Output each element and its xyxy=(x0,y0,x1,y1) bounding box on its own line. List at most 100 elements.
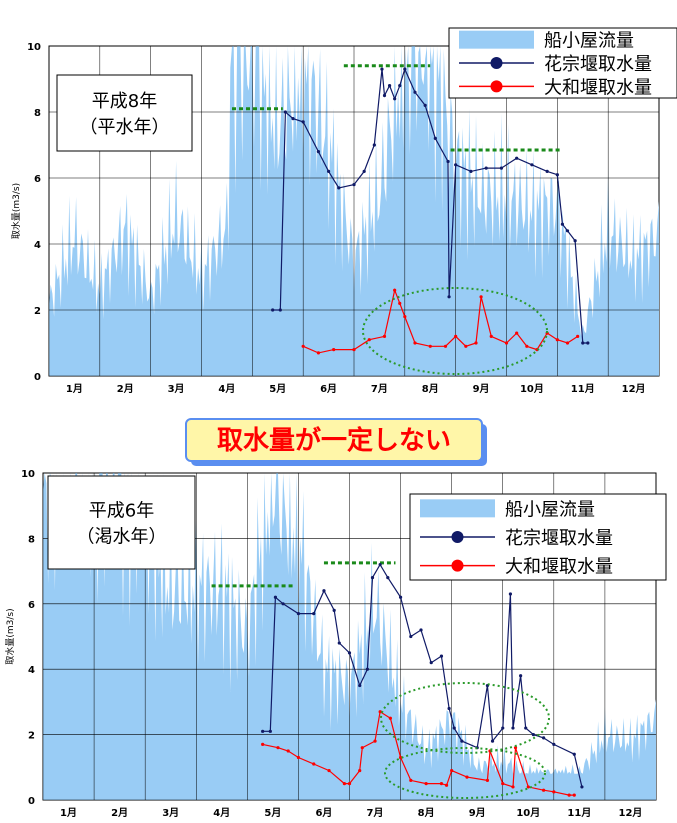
y-tick-label: 2 xyxy=(34,306,41,317)
series-hanamune-point xyxy=(433,136,437,140)
series-hanamune-point xyxy=(291,117,295,121)
series-yamato-point xyxy=(367,338,371,342)
series-hanamune-point xyxy=(372,143,376,147)
series-hanamune-point xyxy=(337,186,341,190)
chart-title-line: 平成6年 xyxy=(89,501,154,522)
series-yamato-point xyxy=(347,782,352,786)
legend-swatch-marker xyxy=(490,57,503,69)
series-yamato-point xyxy=(403,315,407,319)
chart-title-line: （平水年） xyxy=(80,117,170,138)
series-yamato-point xyxy=(479,295,483,299)
series-hanamune-point xyxy=(378,562,382,567)
x-tick-label: 12月 xyxy=(622,383,646,395)
series-hanamune-point xyxy=(347,651,352,655)
series-yamato-point xyxy=(552,790,556,794)
x-tick-label: 5月 xyxy=(264,807,281,819)
highlight-ellipse xyxy=(362,287,548,375)
series-hanamune-point xyxy=(447,295,451,299)
series-hanamune-point xyxy=(524,726,528,730)
series-yamato-point xyxy=(382,334,387,338)
series-hanamune-point xyxy=(398,84,402,88)
legend-swatch-flow xyxy=(420,499,495,518)
series-hanamune-point xyxy=(296,612,301,616)
series-hanamune-point xyxy=(365,667,369,671)
series-yamato-point xyxy=(296,755,301,760)
x-tick-label: 9月 xyxy=(473,383,490,395)
series-yamato-point xyxy=(413,341,417,345)
chart-1: 0 2 4 6 8 10 1月 2月 3月 4月 5月 6月 7月 8月 9月 10月 11月 12月 取水量(m3… xyxy=(10,27,677,395)
series-yamato-point xyxy=(464,344,468,348)
series-yamato-point xyxy=(565,341,570,345)
legend-entry: 大和堰取水量 xyxy=(505,557,613,578)
y-tick-label: 10 xyxy=(27,42,41,53)
x-tick-label: 6月 xyxy=(315,807,332,819)
x-tick-label: 1月 xyxy=(60,807,77,819)
series-yamato-point xyxy=(286,749,290,753)
series-yamato-point xyxy=(332,348,336,352)
legend-entry: 船小屋流量 xyxy=(505,499,595,520)
series-hanamune-point xyxy=(439,654,444,658)
y-tick-label: 6 xyxy=(34,174,41,185)
series-hanamune-point xyxy=(530,163,534,167)
series-yamato-point xyxy=(525,344,529,348)
x-tick-label: 11月 xyxy=(571,383,595,395)
series-hanamune-point xyxy=(278,308,282,312)
series-yamato-point xyxy=(360,746,364,750)
series-hanamune-point xyxy=(393,97,397,101)
series-yamato-point xyxy=(576,334,580,338)
series-yamato-point xyxy=(439,782,444,786)
series-yamato-point xyxy=(373,739,377,743)
series-hanamune-point xyxy=(552,742,556,747)
highlight-ellipse xyxy=(384,747,546,799)
series-hanamune-point xyxy=(542,736,546,740)
y-tick-label: 4 xyxy=(34,240,41,251)
series-hanamune-point xyxy=(409,634,413,639)
series-hanamune-point xyxy=(332,608,336,612)
series-hanamune-point xyxy=(531,733,536,737)
series-yamato-point xyxy=(409,778,413,782)
series-yamato-point xyxy=(474,341,478,345)
x-tick-label: 8月 xyxy=(418,807,435,819)
series-hanamune-point xyxy=(429,661,433,665)
series-yamato-point xyxy=(358,768,362,773)
series-yamato-point xyxy=(428,344,432,348)
y-tick-label: 10 xyxy=(21,469,35,480)
series-yamato-line xyxy=(262,710,575,796)
x-tick-label: 4月 xyxy=(213,807,230,819)
title-box xyxy=(47,475,196,570)
series-yamato-point xyxy=(572,793,576,797)
x-tick-label: 3月 xyxy=(162,807,179,819)
banner-text: 取水量が一定しない xyxy=(217,425,451,456)
banner-box xyxy=(185,418,483,462)
series-yamato-point xyxy=(378,710,382,714)
series-yamato-point xyxy=(489,334,493,338)
series-hanamune-point xyxy=(454,163,458,167)
x-tick-label: 2月 xyxy=(117,383,134,395)
series-hanamune-point xyxy=(352,183,356,187)
series-hanamune-point xyxy=(452,726,456,730)
series-yamato-point xyxy=(504,341,509,345)
legend-swatch-marker xyxy=(451,559,464,572)
series-hanamune-point xyxy=(519,674,523,678)
x-tick-label: 2月 xyxy=(111,807,128,819)
x-tick-label: 7月 xyxy=(367,807,384,819)
series-yamato-point xyxy=(501,782,505,786)
series-hanamune-point xyxy=(273,595,278,599)
series-yamato-point xyxy=(567,793,571,797)
series-hanamune-point xyxy=(586,341,590,345)
series-hanamune-point xyxy=(271,308,275,312)
series-yamato-point xyxy=(342,782,346,786)
series-hanamune-point xyxy=(358,683,362,688)
series-hanamune-point xyxy=(281,602,285,606)
series-hanamune-point xyxy=(362,169,366,173)
series-yamato-point xyxy=(511,785,515,789)
legend-entry: 大和堰取水量 xyxy=(544,77,652,98)
series-hanamune-line xyxy=(262,563,583,788)
series-hanamune-point xyxy=(446,159,450,164)
chart-2: 0 2 4 6 8 10 1月 2月 3月 4月 5月 6月 7月 8月 9月 10月 11月 12月 取水量(m3… xyxy=(4,469,667,819)
series-hanamune-point xyxy=(386,576,390,580)
series-hanamune-point xyxy=(508,592,513,596)
series-hanamune-point xyxy=(413,90,417,94)
series-yamato-point xyxy=(327,768,331,773)
series-hanamune-point xyxy=(316,150,321,154)
